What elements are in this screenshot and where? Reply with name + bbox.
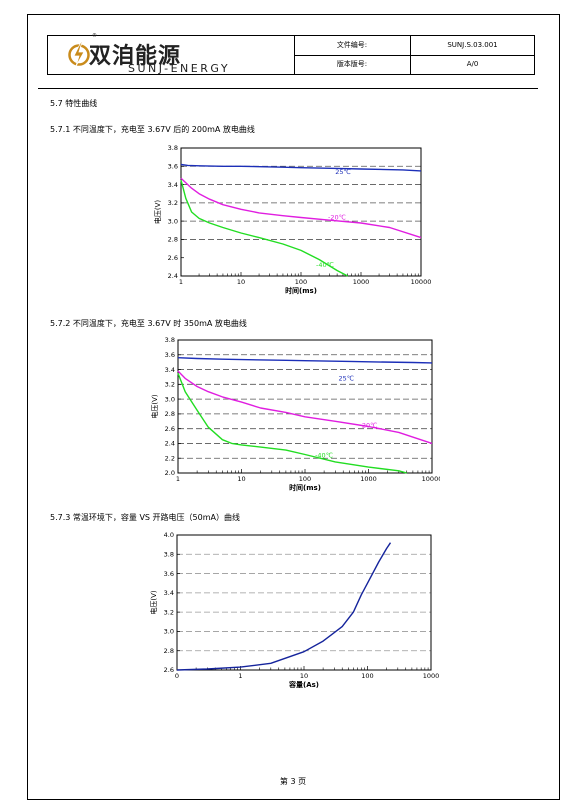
y-axis-title: 电压(V) [153, 200, 162, 225]
y-tick-label: 3.2 [168, 199, 178, 207]
series-label: 25℃ [335, 168, 351, 176]
series-line [180, 177, 422, 239]
doc-number-value: SUNJ.S.03.001 [447, 41, 498, 49]
y-tick-label: 3.8 [164, 550, 174, 558]
y-tick-label: 3.4 [168, 181, 178, 189]
series-line [177, 357, 433, 364]
capacity-voltage-chart: 0 1 10 100 1000 2.6 2.8 3.0 3.2 3.4 3.6 3.8 4.0 容量(As… [150, 531, 440, 689]
company-logo-icon [68, 41, 90, 67]
version-row: 版本版号: A/0 [294, 55, 534, 74]
series-line [180, 179, 349, 277]
x-tick-label: 10 [237, 278, 245, 286]
company-name-en: SUNJ-ENERGY [128, 62, 231, 75]
y-tick-label: 2.4 [165, 440, 175, 448]
series-line [180, 163, 422, 172]
y-tick-label: 3.8 [168, 144, 178, 152]
x-tick-label: 100 [295, 278, 307, 286]
header-divider [38, 88, 538, 89]
y-tick-label: 2.6 [165, 425, 175, 433]
x-tick-label: 1 [238, 672, 242, 680]
y-tick-label: 2.8 [165, 410, 175, 418]
version-label: 版本版号: [294, 55, 411, 74]
section-title: 5.7 特性曲线 [50, 99, 98, 108]
y-tick-label: 2.8 [168, 236, 178, 244]
y-axis-title: 电压(V) [150, 590, 158, 615]
series-label: 25℃ [338, 374, 354, 382]
x-tick-label: 1000 [353, 278, 370, 286]
company-name-cn: 双洎能源 [89, 44, 182, 69]
y-tick-label: 3.0 [164, 628, 174, 636]
y-tick-label: 2.0 [165, 469, 175, 477]
y-tick-label: 4.0 [164, 531, 174, 539]
subsection-title-3: 5.7.3 常温环境下，容量 VS 开路电压（50mA）曲线 [50, 513, 240, 522]
plot-frame [176, 534, 432, 671]
plot-frame [180, 147, 422, 277]
trademark-mark: ® [92, 33, 97, 39]
x-tick-label: 100 [361, 672, 373, 680]
page-number: 第 3 页 [279, 777, 307, 786]
y-tick-label: 2.8 [164, 647, 174, 655]
x-tick-label: 1000 [360, 475, 377, 483]
series-line [177, 372, 407, 474]
y-tick-label: 2.4 [168, 272, 178, 280]
x-tick-label: 10 [300, 672, 308, 680]
plot-area [178, 340, 432, 473]
y-tick-label: 3.0 [165, 395, 175, 403]
series-label: -20℃ [360, 422, 378, 430]
discharge-chart-200ma: 1 10 100 1000 10000 2.4 2.6 2.8 3.0 3.2 3.4 3.6 3.8 2… [153, 144, 432, 295]
series-label: -40℃ [315, 451, 333, 459]
y-tick-label: 3.6 [165, 351, 175, 359]
plot-frame [177, 339, 433, 474]
x-tick-label: 0 [175, 672, 179, 680]
x-tick-label: 1000 [423, 672, 440, 680]
y-tick-label: 3.2 [164, 608, 174, 616]
y-tick-label: 3.4 [165, 366, 175, 374]
x-tick-label: 10 [237, 475, 245, 483]
series-label: -20℃ [328, 213, 346, 221]
x-tick-label: 1 [179, 278, 183, 286]
subsection-title-1: 5.7.1 不同温度下，充电至 3.67V 后的 200mA 放电曲线 [50, 125, 255, 134]
y-tick-label: 2.6 [164, 666, 174, 674]
discharge-chart-350ma: 1 10 100 1000 10000 2.0 2.2 2.4 2.6 2.8 3.0 3.2 3.4 3… [150, 336, 440, 492]
x-axis-title: 时间(ms) [285, 286, 317, 295]
series-line [177, 370, 433, 445]
series-label: -40℃ [316, 261, 334, 269]
y-tick-label: 3.8 [165, 336, 175, 344]
doc-number-row: 文件编号: SUNJ.S.03.001 [294, 36, 534, 56]
x-tick-label: 100 [299, 475, 311, 483]
plot-area [177, 535, 431, 670]
page-border [27, 14, 560, 800]
x-tick-label: 1 [176, 475, 180, 483]
y-tick-label: 3.0 [168, 217, 178, 225]
y-axis-title: 电压(V) [150, 394, 159, 419]
y-tick-label: 3.6 [168, 162, 178, 170]
y-tick-label: 3.4 [164, 589, 174, 597]
y-tick-label: 3.2 [165, 381, 175, 389]
x-axis-title: 时间(ms) [289, 483, 321, 492]
version-value: A/0 [466, 60, 479, 68]
x-axis-title: 容量(As) [288, 680, 319, 689]
doc-number-label: 文件编号: [294, 36, 411, 55]
subsection-title-2: 5.7.2 不同温度下，充电至 3.67V 时 350mA 放电曲线 [50, 319, 247, 328]
y-tick-label: 3.6 [164, 570, 174, 578]
x-tick-label: 10000 [411, 278, 432, 286]
document-header-table: 文件编号: SUNJ.S.03.001 版本版号: A/0 [47, 35, 535, 75]
x-tick-label: 10000 [422, 475, 440, 483]
series-line [176, 542, 392, 671]
y-tick-label: 2.2 [165, 454, 175, 462]
y-tick-label: 2.6 [168, 254, 178, 262]
